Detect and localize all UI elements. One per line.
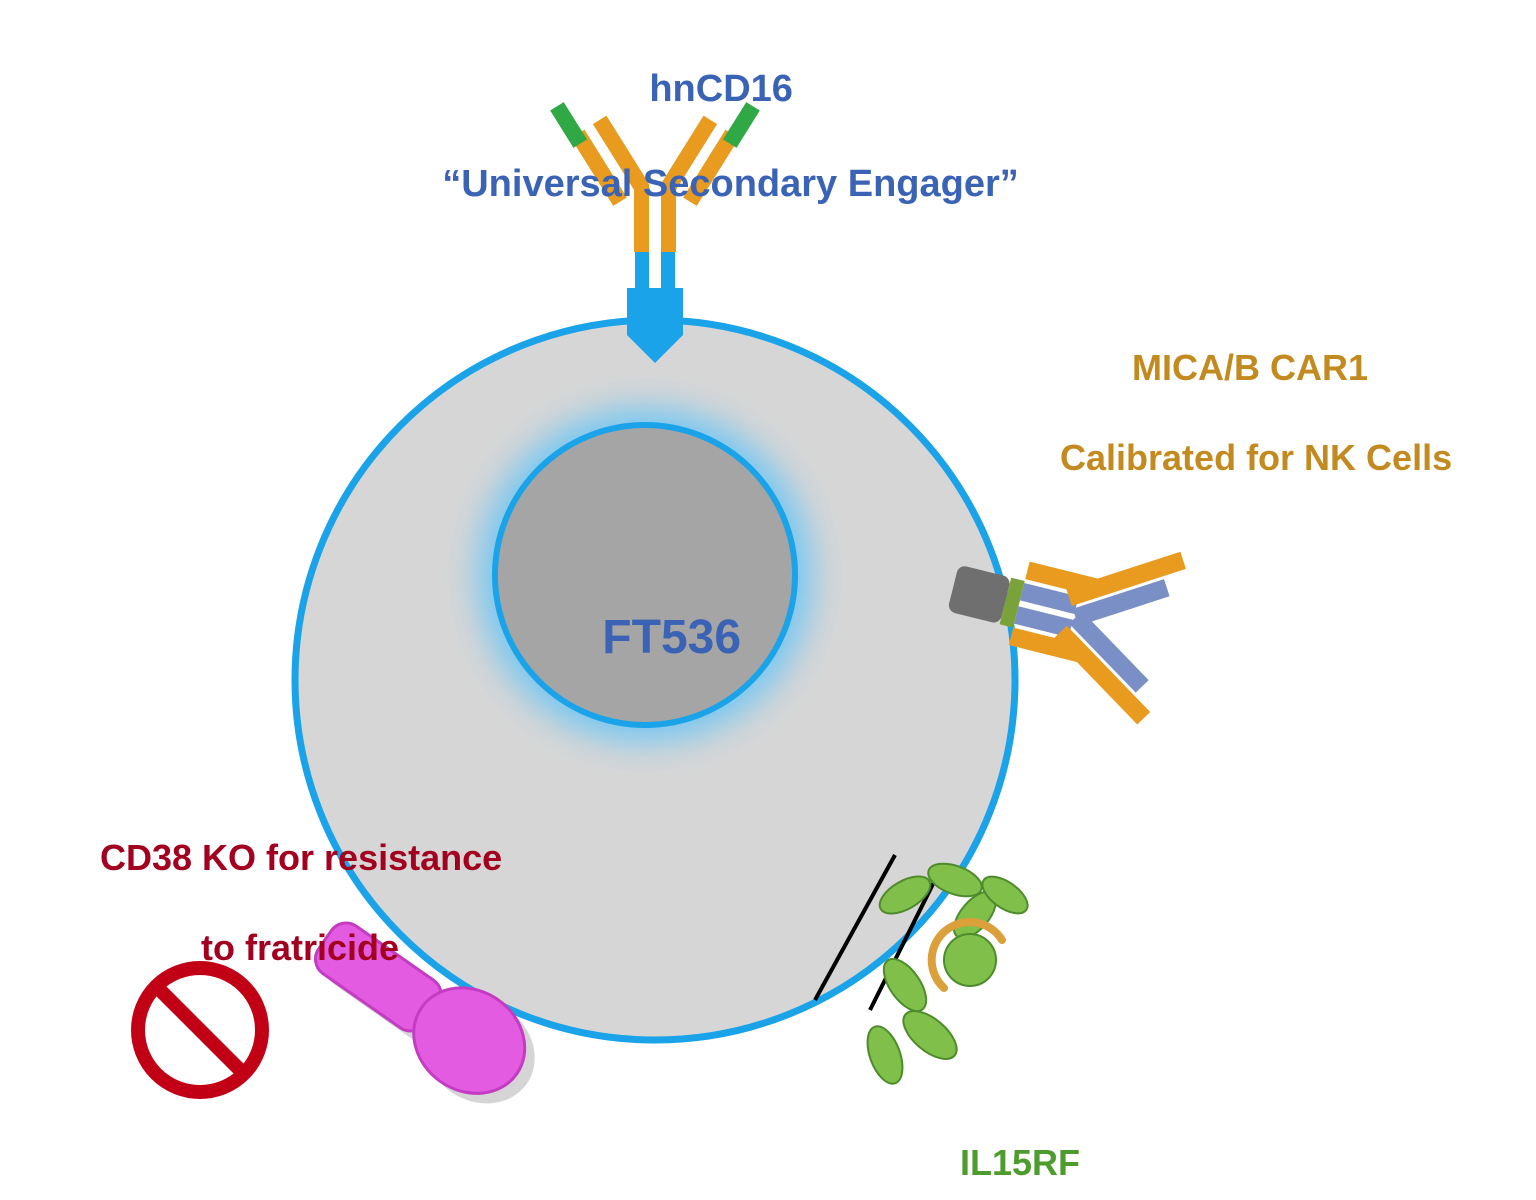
cd38-line1: CD38 KO for resistance: [100, 837, 502, 878]
hncd16-line2: “Universal Secondary Engager”: [442, 163, 1019, 205]
cell-center-text: FT536: [602, 611, 741, 664]
mica-line2: Calibrated for NK Cells: [1060, 437, 1452, 478]
cd38-line2: to fratricide: [201, 927, 399, 968]
cd38-label: CD38 KO for resistance to fratricide: [60, 790, 500, 1015]
mica-line1: MICA/B CAR1: [1132, 347, 1368, 388]
cell-center-label: FT536: [545, 548, 745, 728]
hncd16-label: hnCD16 “Universal Secondary Engager”: [400, 18, 1000, 256]
hncd16-line1: hnCD16: [649, 68, 793, 110]
il15rf-text: IL15RF: [960, 1142, 1080, 1183]
il15rf-label: IL15RF: [900, 1095, 1100, 1200]
diagram-stage: hnCD16 “Universal Secondary Engager” MIC…: [0, 0, 1536, 1200]
mica-label: MICA/B CAR1 Calibrated for NK Cells: [1020, 300, 1440, 525]
